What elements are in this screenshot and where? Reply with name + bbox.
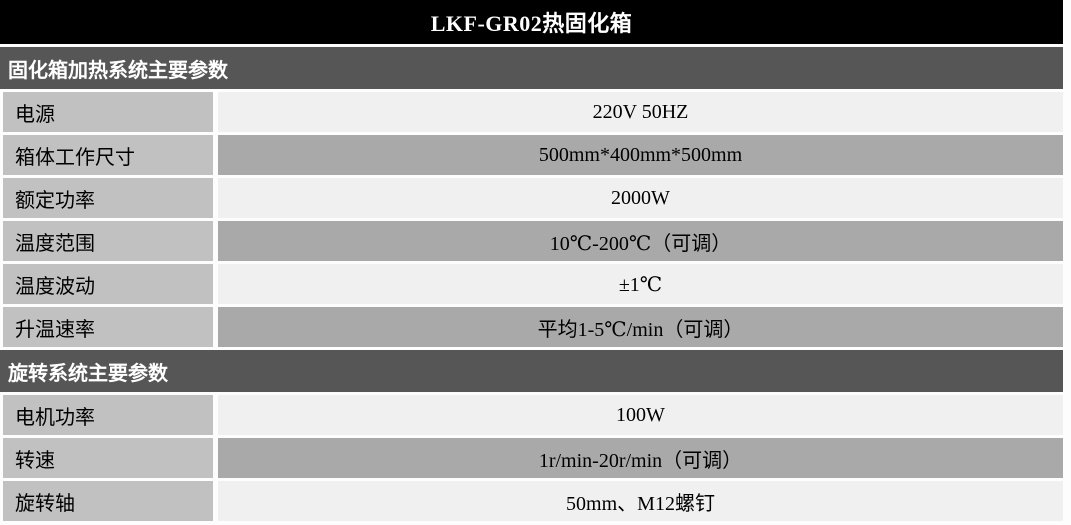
table-section: 旋转系统主要参数 电机功率 100W 转速 1r/min-20r/min（可调）… xyxy=(0,350,1063,521)
table-row: 电源 220V 50HZ xyxy=(0,92,1063,132)
row-value-cell: 500mm*400mm*500mm xyxy=(218,135,1063,175)
row-label: 箱体工作尺寸 xyxy=(15,146,135,169)
row-value: 1r/min-20r/min（可调） xyxy=(538,449,743,472)
row-label: 电源 xyxy=(15,103,55,126)
table-row: 电机功率 100W xyxy=(0,395,1063,435)
row-label-cell: 升温速率 xyxy=(3,307,213,347)
row-label-cell: 转速 xyxy=(3,438,213,478)
table-row: 箱体工作尺寸 500mm*400mm*500mm xyxy=(0,135,1063,175)
row-value-cell: 1r/min-20r/min（可调） xyxy=(218,438,1063,478)
row-value: 500mm*400mm*500mm xyxy=(538,143,743,166)
table-row: 转速 1r/min-20r/min（可调） xyxy=(0,438,1063,478)
table-row: 温度范围 10℃-200℃（可调） xyxy=(0,221,1063,261)
row-label-cell: 温度波动 xyxy=(3,264,213,304)
row-value-cell: 50mm、M12螺钉 xyxy=(218,481,1063,521)
row-value-cell: 2000W xyxy=(218,178,1063,218)
table-title-bar: LKF-GR02热固化箱 xyxy=(0,0,1063,44)
table-title: LKF-GR02热固化箱 xyxy=(430,11,633,36)
row-label: 额定功率 xyxy=(15,189,95,212)
row-label-cell: 电源 xyxy=(3,92,213,132)
row-value: 50mm、M12螺钉 xyxy=(566,492,715,515)
row-value: 2000W xyxy=(611,186,670,209)
row-value-cell: 10℃-200℃（可调） xyxy=(218,221,1063,261)
row-label-cell: 电机功率 xyxy=(3,395,213,435)
row-value: 220V 50HZ xyxy=(592,100,689,123)
row-value-cell: ±1℃ xyxy=(218,264,1063,304)
table-section: 固化箱加热系统主要参数 电源 220V 50HZ 箱体工作尺寸 500mm*40… xyxy=(0,47,1063,347)
row-label: 旋转轴 xyxy=(15,492,75,515)
section-rows: 电源 220V 50HZ 箱体工作尺寸 500mm*400mm*500mm 额定… xyxy=(0,92,1063,347)
row-value-cell: 平均1-5℃/min（可调） xyxy=(218,307,1063,347)
row-label-cell: 额定功率 xyxy=(3,178,213,218)
row-value: 10℃-200℃（可调） xyxy=(549,232,732,255)
row-label: 转速 xyxy=(15,449,55,472)
table-row: 温度波动 ±1℃ xyxy=(0,264,1063,304)
section-rows: 电机功率 100W 转速 1r/min-20r/min（可调） 旋转轴 50mm… xyxy=(0,395,1063,521)
row-value-cell: 220V 50HZ xyxy=(218,92,1063,132)
row-label-cell: 温度范围 xyxy=(3,221,213,261)
table-row: 升温速率 平均1-5℃/min（可调） xyxy=(0,307,1063,347)
row-label-cell: 箱体工作尺寸 xyxy=(3,135,213,175)
row-label: 温度波动 xyxy=(15,275,95,298)
section-header-label: 旋转系统主要参数 xyxy=(8,362,168,385)
row-value-cell: 100W xyxy=(218,395,1063,435)
table-row: 额定功率 2000W xyxy=(0,178,1063,218)
row-label: 温度范围 xyxy=(15,232,95,255)
section-header: 固化箱加热系统主要参数 xyxy=(0,47,1063,89)
table-sections: 固化箱加热系统主要参数 电源 220V 50HZ 箱体工作尺寸 500mm*40… xyxy=(0,47,1063,521)
table-row: 旋转轴 50mm、M12螺钉 xyxy=(0,481,1063,521)
section-header: 旋转系统主要参数 xyxy=(0,350,1063,392)
row-label: 升温速率 xyxy=(15,318,95,341)
row-value: 平均1-5℃/min（可调） xyxy=(537,318,744,341)
section-header-label: 固化箱加热系统主要参数 xyxy=(8,59,228,82)
row-label: 电机功率 xyxy=(15,406,95,429)
row-value: 100W xyxy=(616,403,665,426)
row-value: ±1℃ xyxy=(618,273,663,296)
row-label-cell: 旋转轴 xyxy=(3,481,213,521)
